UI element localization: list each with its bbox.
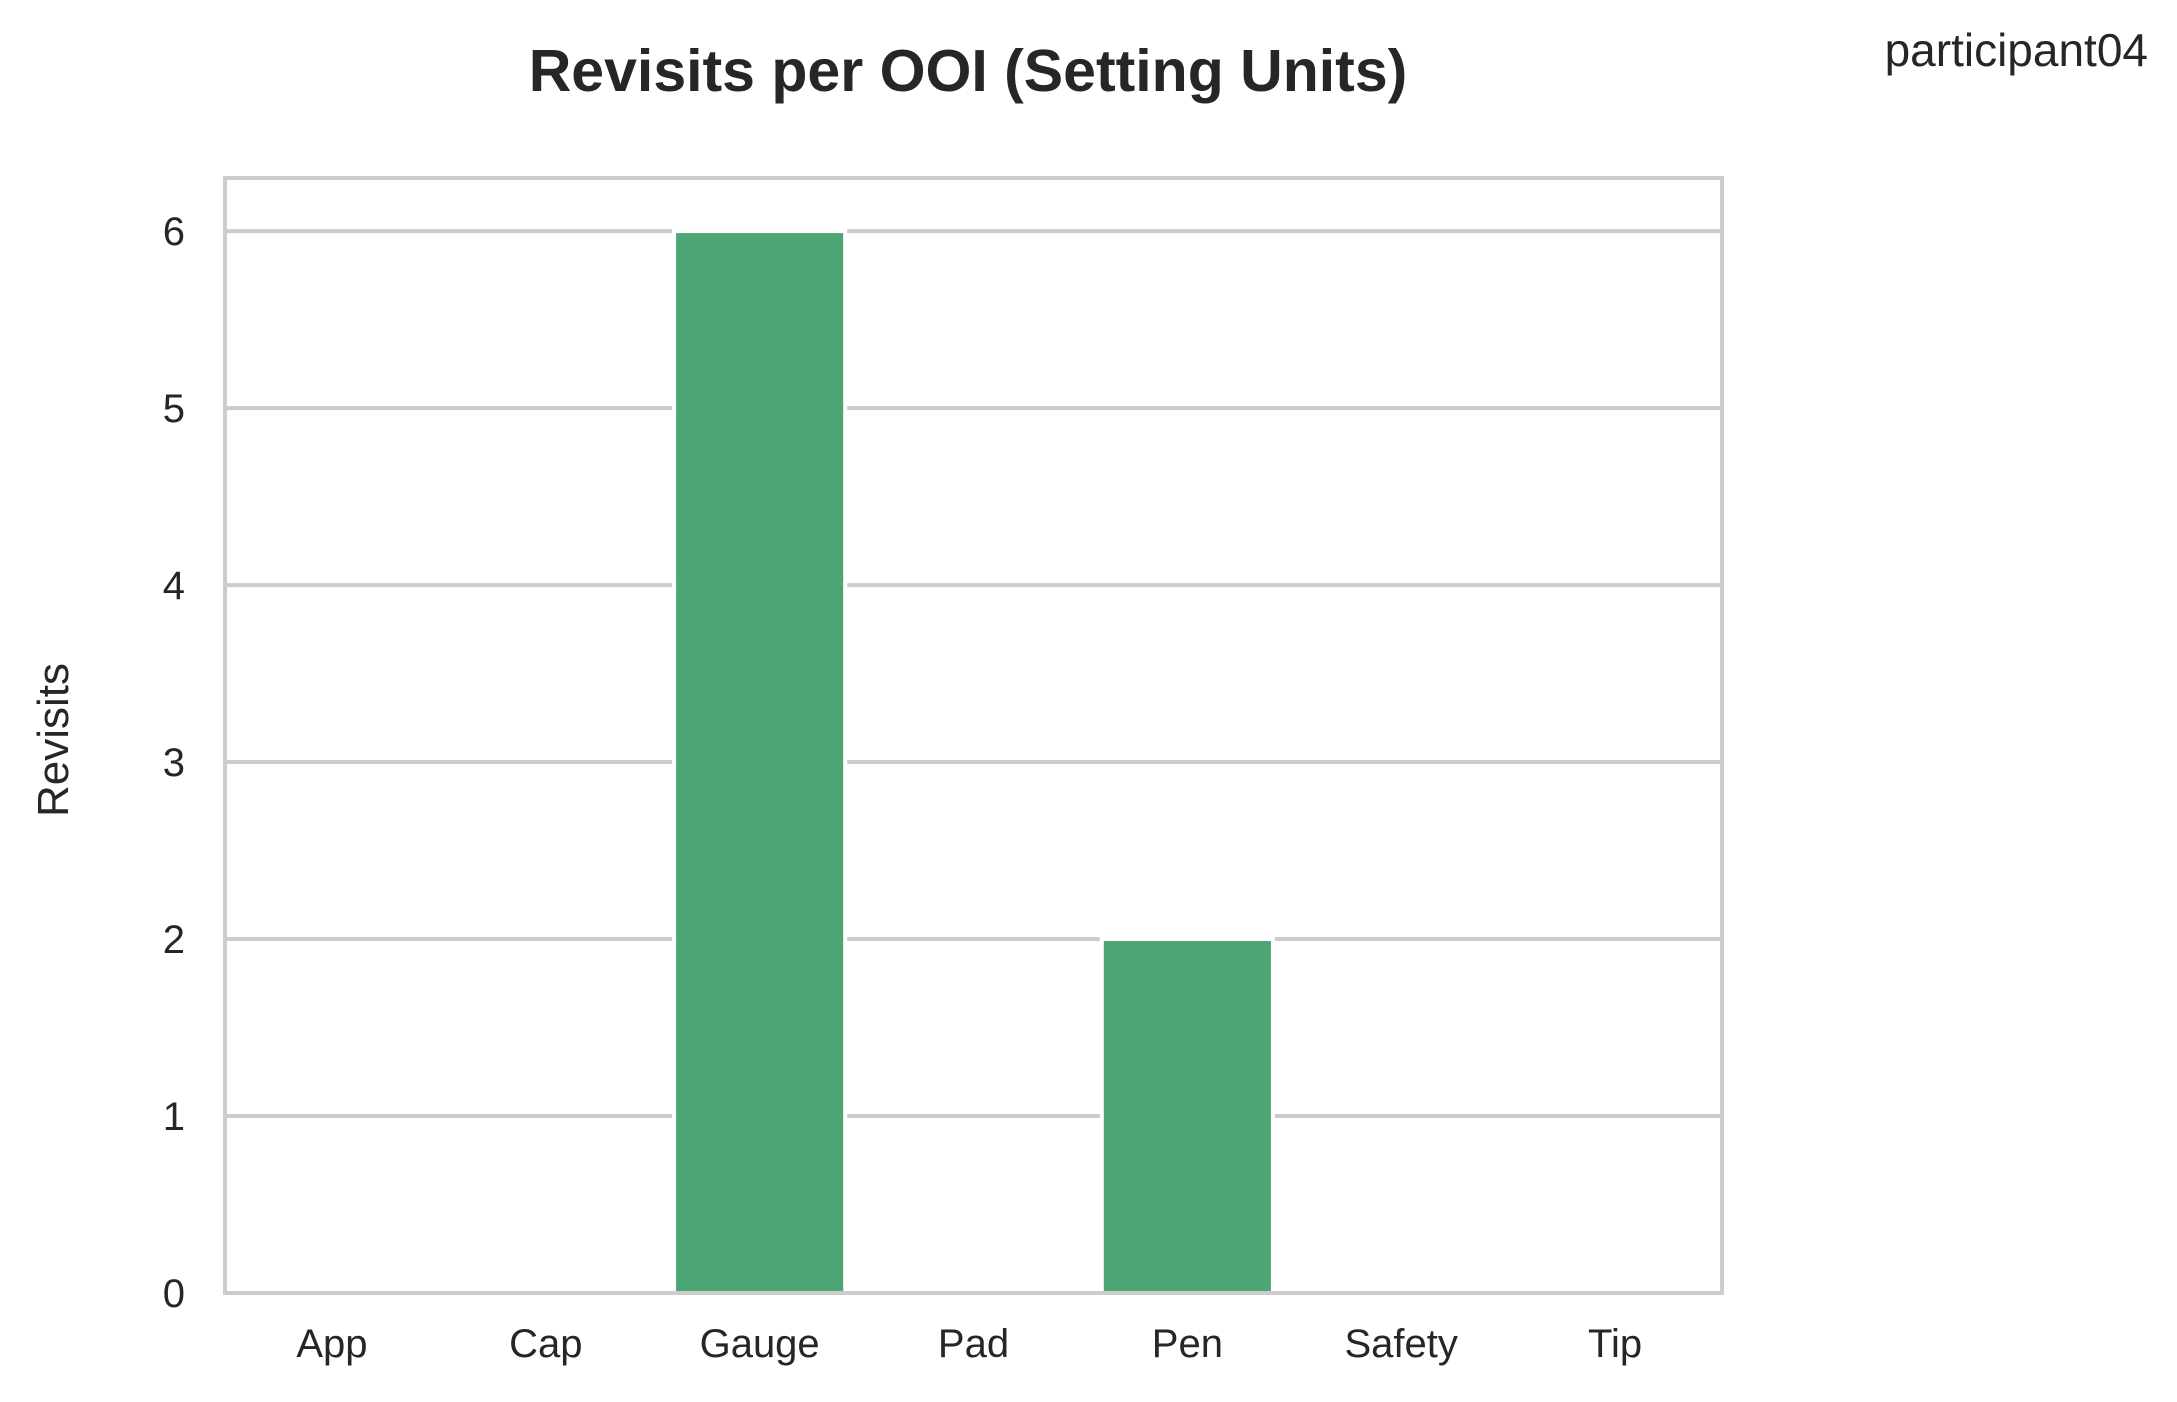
y-axis-ticks: 0 1 2 3 4 5 6 bbox=[163, 210, 185, 1316]
y-tick-label-6: 6 bbox=[163, 210, 185, 254]
y-tick-label-2: 2 bbox=[163, 918, 185, 962]
bar-gauge bbox=[672, 229, 848, 1296]
x-axis-ticks: App Cap Gauge Pad Pen Safety Tip bbox=[296, 1322, 1642, 1366]
y-tick-label-3: 3 bbox=[163, 741, 185, 785]
x-tick-label-gauge: Gauge bbox=[700, 1322, 820, 1366]
participant-label: participant04 bbox=[1885, 24, 2148, 76]
y-tick-label-4: 4 bbox=[163, 564, 185, 608]
x-tick-label-safety: Safety bbox=[1345, 1322, 1458, 1366]
x-tick-label-pad: Pad bbox=[938, 1322, 1009, 1366]
x-tick-label-pen: Pen bbox=[1152, 1322, 1223, 1366]
chart-title: Revisits per OOI (Setting Units) bbox=[529, 38, 1408, 104]
bar-pen bbox=[1099, 937, 1275, 1295]
y-tick-label-1: 1 bbox=[163, 1095, 185, 1139]
x-tick-label-app: App bbox=[296, 1322, 367, 1366]
y-tick-label-5: 5 bbox=[163, 387, 185, 431]
x-tick-label-cap: Cap bbox=[509, 1322, 582, 1366]
gridlines bbox=[225, 229, 1722, 1295]
y-tick-label-0: 0 bbox=[163, 1272, 185, 1316]
plot-frame bbox=[223, 176, 1724, 1295]
y-axis-label: Revisits bbox=[29, 663, 78, 817]
x-tick-label-tip: Tip bbox=[1588, 1322, 1642, 1366]
